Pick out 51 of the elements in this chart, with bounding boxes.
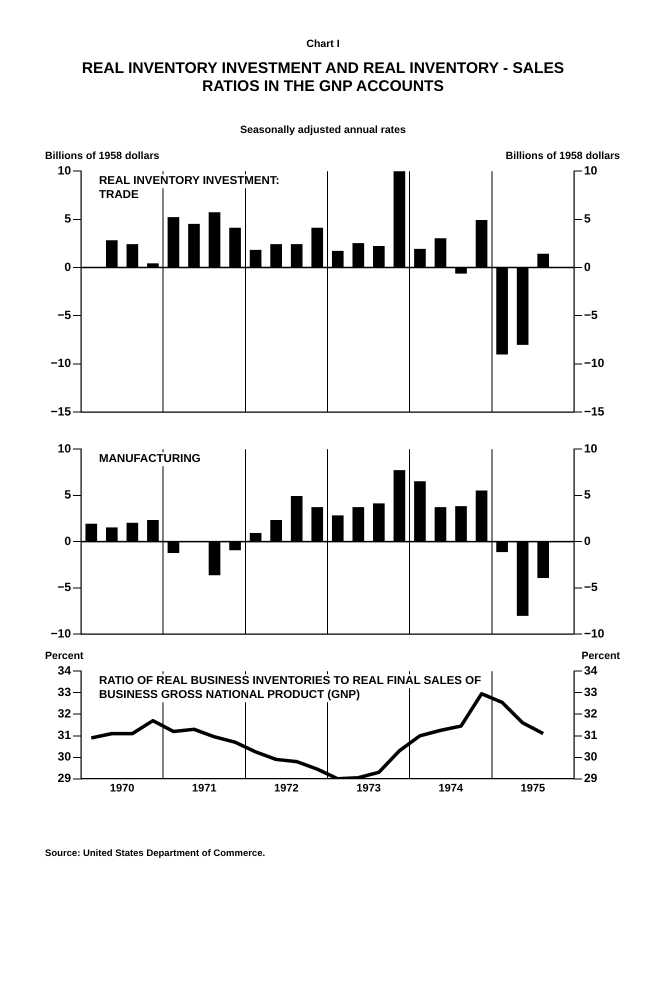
- y-tick-label: 5: [64, 212, 72, 226]
- y2-tick-label: −5: [584, 308, 598, 322]
- annotation: RATIO OF REAL BUSINESS INVENTORIES TO REAL FINAL SALES OF BUSINESS GROSS NATIONAL PRODUCT (GNP): [99, 675, 482, 702]
- text: Chart I: [305, 38, 341, 50]
- y-tick-label: 10: [58, 164, 72, 178]
- y2-tick-label: 32: [584, 706, 598, 721]
- y2-tick-label: 10: [584, 164, 598, 178]
- y2-tick-label: 33: [584, 685, 598, 700]
- y2-tick-label: 5: [584, 488, 591, 502]
- x-tick-label: 1974: [438, 782, 464, 794]
- y-tick-label: −10: [50, 356, 72, 370]
- y-tick-label: 34: [58, 664, 72, 678]
- y2-tick-label: −15: [584, 404, 605, 418]
- x-tick-label: 1973: [356, 782, 381, 794]
- y-tick-label: 10: [58, 442, 72, 456]
- y-tick-label: 30: [58, 750, 72, 764]
- y-tick-label: −10: [50, 626, 72, 640]
- y-tick-label: 5: [64, 488, 72, 502]
- y-tick-label: 0: [64, 534, 72, 548]
- y-tick-label: 33: [58, 685, 72, 700]
- x-tick-label: 1970: [110, 782, 134, 794]
- y2-tick-label: 10: [584, 442, 598, 456]
- y-tick-label: 29: [58, 771, 72, 786]
- y2-tick-label: 0: [584, 534, 591, 548]
- y2-tick-label: 31: [584, 728, 598, 742]
- y-tick-label: −5: [57, 308, 72, 322]
- y2-tick-label: −10: [584, 626, 605, 640]
- annotation: MANUFACTURING: [99, 453, 201, 466]
- y2-tick-label: −10: [584, 356, 605, 370]
- y-tick-label: 31: [58, 728, 72, 742]
- y-tick-label: 0: [64, 260, 72, 274]
- chart-subtitle: Seasonally adjusted annual rates: [239, 124, 407, 136]
- y-tick-label: 32: [58, 706, 72, 721]
- x-tick-label: 1975: [520, 782, 546, 794]
- y2-tick-label: 29: [584, 771, 598, 786]
- annotation: REAL INVENTORY INVESTMENT: TRADE: [99, 175, 280, 202]
- y2-tick-label: 34: [584, 664, 598, 678]
- y2-tick-label: 30: [584, 750, 598, 764]
- y2-axis-title: Billions of 1958 dollars: [506, 150, 620, 162]
- y-axis-title: Billions of 1958 dollars: [45, 150, 160, 162]
- source-note: Source: United States Department of Commerce.: [45, 848, 266, 859]
- y-tick-label: −15: [50, 404, 72, 418]
- y2-tick-label: 5: [584, 212, 591, 226]
- chart-title: REAL INVENTORY INVESTMENT AND REAL INVENTORY - SALES RATIOS IN THE GNP ACCOUNTS: [80, 60, 566, 96]
- x-tick-label: 1972: [274, 782, 299, 794]
- x-tick-label: 1971: [192, 782, 216, 794]
- y2-tick-label: 0: [584, 260, 591, 274]
- y2-tick-label: −5: [584, 580, 598, 594]
- y2-axis-title: Percent: [581, 650, 620, 662]
- y-axis-title: Percent: [45, 650, 84, 662]
- y-tick-label: −5: [57, 580, 72, 594]
